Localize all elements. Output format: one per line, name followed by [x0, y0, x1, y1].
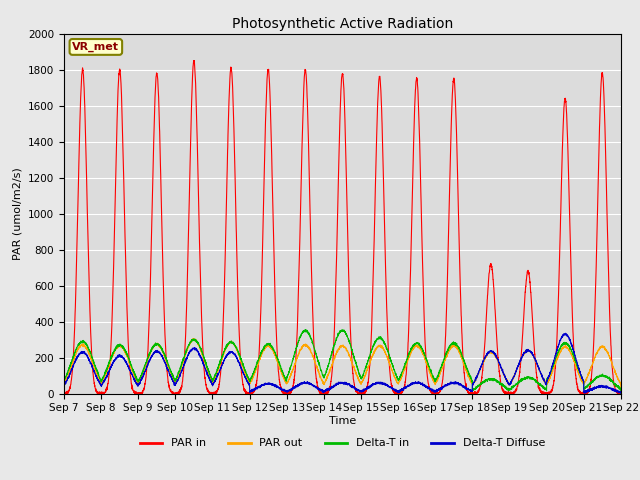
- PAR out: [467, 378, 475, 384]
- Delta-T in: [467, 376, 475, 382]
- Title: Photosynthetic Active Radiation: Photosynthetic Active Radiation: [232, 17, 453, 31]
- PAR out: [436, 369, 444, 375]
- Delta-T Diffuse: [616, 390, 624, 396]
- PAR in: [499, 387, 507, 393]
- Text: VR_met: VR_met: [72, 42, 119, 52]
- Delta-T Diffuse: [499, 368, 506, 374]
- Line: Delta-T in: Delta-T in: [64, 330, 621, 394]
- PAR out: [616, 379, 624, 385]
- Delta-T Diffuse: [436, 386, 444, 392]
- PAR out: [60, 381, 68, 386]
- Delta-T in: [616, 386, 624, 392]
- PAR in: [190, 58, 198, 63]
- Delta-T Diffuse: [322, 387, 330, 393]
- Line: PAR in: PAR in: [64, 60, 621, 394]
- PAR in: [61, 391, 68, 396]
- Y-axis label: PAR (umol/m2/s): PAR (umol/m2/s): [12, 167, 22, 260]
- Delta-T Diffuse: [617, 390, 625, 396]
- PAR out: [617, 390, 625, 396]
- Delta-T in: [436, 365, 444, 371]
- Delta-T Diffuse: [467, 388, 475, 394]
- PAR in: [468, 390, 476, 396]
- Delta-T in: [617, 391, 625, 396]
- Delta-T in: [499, 381, 507, 387]
- Delta-T in: [322, 371, 330, 376]
- PAR out: [160, 353, 168, 359]
- PAR in: [161, 310, 168, 315]
- PAR out: [499, 370, 507, 376]
- PAR in: [617, 391, 625, 396]
- Delta-T in: [302, 327, 310, 333]
- PAR out: [322, 378, 330, 384]
- X-axis label: Time: Time: [329, 416, 356, 426]
- PAR in: [322, 390, 330, 396]
- Legend: PAR in, PAR out, Delta-T in, Delta-T Diffuse: PAR in, PAR out, Delta-T in, Delta-T Dif…: [136, 434, 549, 453]
- Delta-T in: [60, 378, 68, 384]
- PAR in: [60, 389, 68, 395]
- Delta-T Diffuse: [60, 384, 68, 389]
- PAR in: [616, 391, 624, 396]
- Line: Delta-T Diffuse: Delta-T Diffuse: [64, 333, 621, 393]
- Delta-T Diffuse: [581, 390, 589, 396]
- Delta-T Diffuse: [160, 358, 168, 363]
- PAR in: [436, 388, 444, 394]
- Delta-T Diffuse: [562, 330, 570, 336]
- Delta-T in: [160, 350, 168, 356]
- Line: PAR out: PAR out: [64, 339, 621, 393]
- PAR out: [189, 336, 197, 342]
